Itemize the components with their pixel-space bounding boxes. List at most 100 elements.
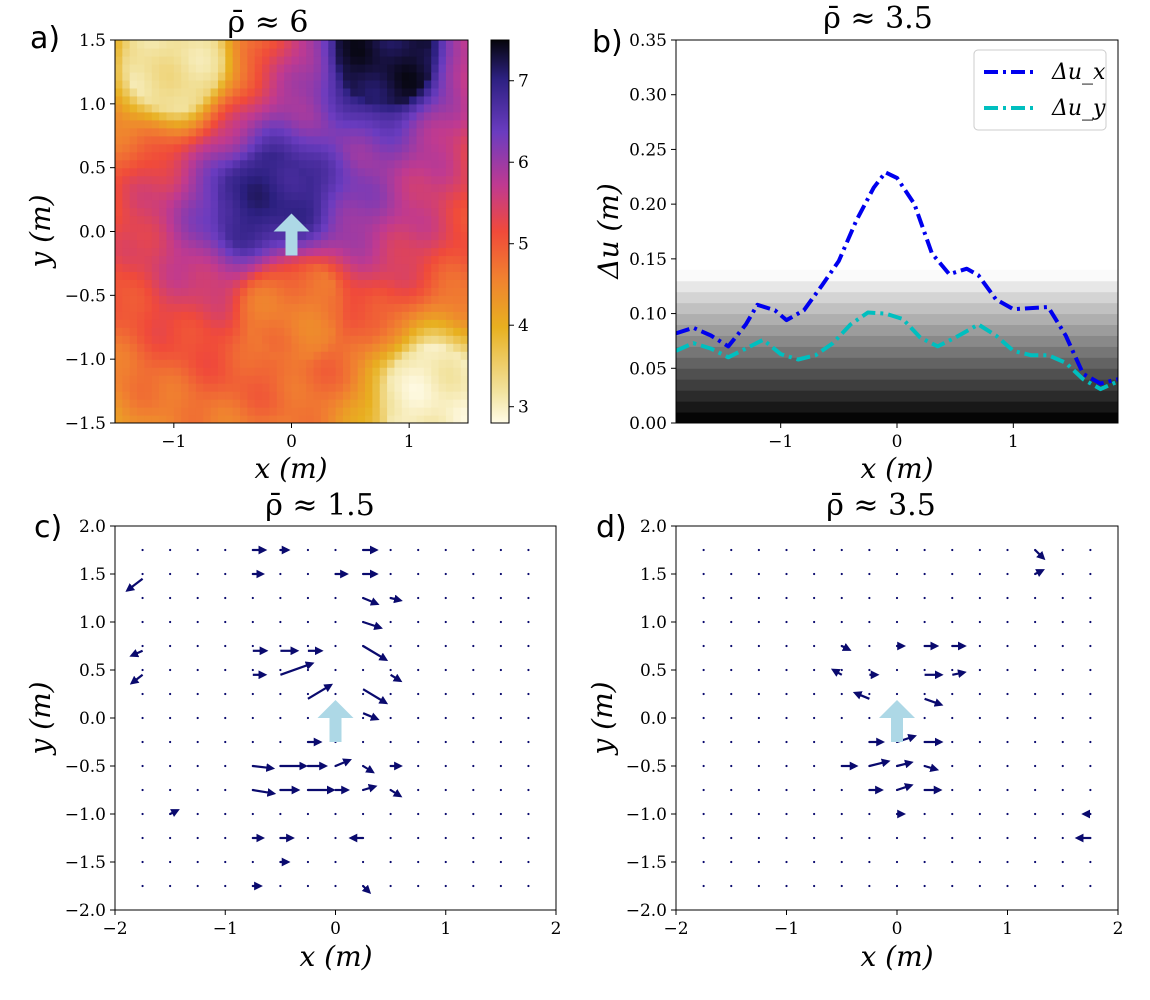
heatmap-cell xyxy=(173,135,182,145)
heatmap-cell xyxy=(203,135,212,145)
heatmap-cell xyxy=(431,399,440,408)
heatmap-cell xyxy=(262,319,271,328)
heatmap-cell xyxy=(387,295,396,304)
heatmap-cell xyxy=(225,255,234,265)
heatmap-cell xyxy=(232,263,241,272)
heatmap-cell xyxy=(335,215,344,225)
heatmap-cell xyxy=(365,119,373,129)
heatmap-cell xyxy=(247,135,256,145)
heatmap-cell xyxy=(262,399,271,408)
heatmap-cell xyxy=(276,103,285,113)
heatmap-cell xyxy=(225,343,234,352)
heatmap-cell xyxy=(365,63,373,73)
heatmap-cell xyxy=(350,367,359,376)
heatmap-cell xyxy=(159,271,168,280)
heatmap-cell xyxy=(232,271,241,280)
heatmap-cell xyxy=(195,47,204,57)
heatmap-cell xyxy=(122,231,131,241)
heatmap-cell xyxy=(159,359,168,368)
heatmap-cell xyxy=(460,119,468,129)
heatmap-cell xyxy=(276,335,285,344)
heatmap-cell xyxy=(342,375,351,384)
heatmap-cell xyxy=(247,55,256,65)
heatmap-cell xyxy=(210,215,219,225)
heatmap-cell xyxy=(195,199,204,209)
heatmap-cell xyxy=(144,87,153,97)
heatmap-cell xyxy=(320,79,329,89)
heatmap-cell xyxy=(173,351,182,360)
heatmap-cell xyxy=(269,95,278,105)
heatmap-cell xyxy=(394,87,403,97)
heatmap-cell xyxy=(335,111,344,121)
heatmap-cell xyxy=(144,311,153,320)
heatmap-cell xyxy=(423,375,432,384)
grid-dot xyxy=(224,572,227,576)
heatmap-cell xyxy=(284,47,293,57)
heatmap-cell xyxy=(328,79,337,89)
heatmap-cell xyxy=(262,79,271,89)
heatmap-cell xyxy=(115,207,123,217)
heatmap-cell xyxy=(203,47,212,57)
heatmap-cell xyxy=(276,247,285,257)
heatmap-cell xyxy=(203,191,212,201)
heatmap-cell xyxy=(122,335,131,344)
gray-band xyxy=(676,346,1118,358)
grid-dot xyxy=(895,668,899,672)
heatmap-cell xyxy=(269,375,278,384)
panel-c-ticks: −2 −1 0 1 2−2.0−1.5−1.0−0.50.00.51.01.52.0 xyxy=(65,517,562,939)
heatmap-cell xyxy=(276,151,285,161)
heatmap-cell xyxy=(269,71,278,81)
grid-dot xyxy=(251,692,254,696)
heatmap-cell xyxy=(320,319,329,328)
heatmap-cell xyxy=(453,55,462,65)
heatmap-cell xyxy=(416,287,425,296)
heatmap-cell xyxy=(387,183,396,193)
grid-dot xyxy=(978,740,981,744)
heatmap-cell xyxy=(254,295,263,304)
heatmap-cell xyxy=(137,175,146,185)
heatmap-cell xyxy=(173,327,182,336)
heatmap-cell xyxy=(203,111,212,121)
grid-dot xyxy=(472,644,475,648)
grid-dot xyxy=(813,764,816,768)
heatmap-cell xyxy=(298,119,307,129)
heatmap-cell xyxy=(357,343,366,352)
heatmap-cell xyxy=(122,391,131,400)
heatmap-cell xyxy=(254,55,263,65)
heatmap-cell xyxy=(291,71,300,81)
heatmap-cell xyxy=(232,375,241,384)
heatmap-cell xyxy=(181,159,190,169)
heatmap-cell xyxy=(372,119,381,129)
heatmap-cell xyxy=(137,47,146,57)
heatmap-cell xyxy=(144,407,153,416)
heatmap-cell xyxy=(423,79,432,89)
heatmap-cell xyxy=(401,367,410,376)
heatmap-cell xyxy=(350,391,359,400)
heatmap-cell xyxy=(240,63,248,73)
heatmap-cell xyxy=(276,47,285,57)
heatmap-cell xyxy=(217,263,226,272)
heatmap-cell xyxy=(137,391,146,400)
grid-dot xyxy=(169,740,172,744)
heatmap-cell xyxy=(416,223,425,233)
heatmap-cell xyxy=(115,287,123,296)
grid-dot xyxy=(306,668,310,672)
heatmap-cell xyxy=(217,223,226,233)
heatmap-cell xyxy=(181,415,190,423)
heatmap-cell xyxy=(159,135,168,145)
heatmap-cell xyxy=(394,135,403,145)
heatmap-cell xyxy=(409,103,418,113)
heatmap-cell xyxy=(247,183,256,193)
heatmap-cell xyxy=(284,79,293,89)
heatmap-cell xyxy=(394,151,403,161)
heatmap-cell xyxy=(365,55,373,65)
heatmap-cell xyxy=(137,55,146,65)
heatmap-cell xyxy=(306,383,315,392)
heatmap-cell xyxy=(210,95,219,105)
grid-dot xyxy=(1061,644,1064,648)
heatmap-cell xyxy=(342,271,351,280)
heatmap-cell xyxy=(423,255,432,265)
heatmap-cell xyxy=(387,335,396,344)
heatmap-cell xyxy=(232,327,241,336)
